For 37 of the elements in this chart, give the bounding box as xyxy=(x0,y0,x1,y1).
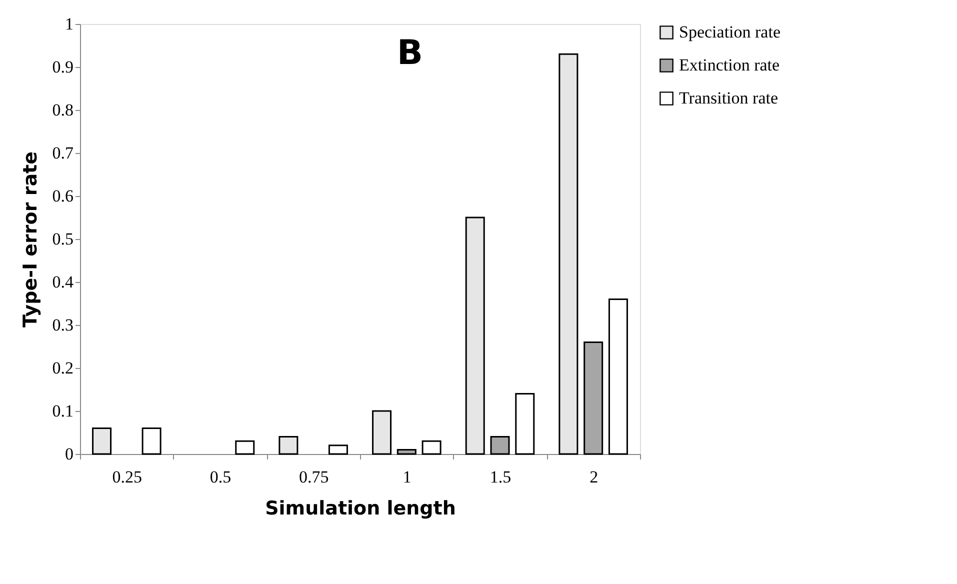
y-tick-label: 0.1 xyxy=(52,402,74,420)
bar xyxy=(396,448,416,455)
bar xyxy=(142,427,162,455)
chart-title: B xyxy=(397,33,423,73)
y-axis-title: Type-I error rate xyxy=(19,152,42,328)
y-tick-label: 1 xyxy=(65,14,74,34)
bar xyxy=(328,444,348,455)
y-tick-label: 0.5 xyxy=(52,230,74,248)
bar xyxy=(372,410,392,455)
y-tick-label: 0.2 xyxy=(52,358,74,378)
bar xyxy=(92,427,112,455)
legend-label: Extinction rate xyxy=(679,56,780,74)
bar xyxy=(558,53,578,455)
x-tick-label: 2 xyxy=(590,468,598,486)
y-tick-label: 0.8 xyxy=(52,100,74,120)
bar xyxy=(608,298,628,455)
x-tick-label: 0.5 xyxy=(210,468,232,486)
bar xyxy=(422,440,442,455)
x-tick-label: 1 xyxy=(402,468,412,486)
bar xyxy=(465,216,485,455)
bar xyxy=(278,436,298,455)
bar xyxy=(235,440,255,455)
legend-label: Speciation rate xyxy=(679,22,780,42)
y-tick-label: 0.4 xyxy=(52,272,74,292)
x-tick-label: 0.75 xyxy=(298,468,329,486)
x-axis-title: Simulation length xyxy=(265,498,456,520)
bar xyxy=(490,436,510,455)
x-tick-label: 1.5 xyxy=(490,468,512,486)
y-tick-label: 0 xyxy=(65,444,74,464)
y-tick-label: 0.6 xyxy=(52,186,74,206)
bar xyxy=(584,341,604,455)
y-tick-label: 0.9 xyxy=(52,58,74,76)
x-tick-label: 0.25 xyxy=(112,468,142,486)
y-tick-label: 0.3 xyxy=(52,316,74,334)
y-tick-label: 0.7 xyxy=(52,144,74,162)
bar xyxy=(515,393,535,455)
legend-label: Transition rate xyxy=(679,88,778,108)
